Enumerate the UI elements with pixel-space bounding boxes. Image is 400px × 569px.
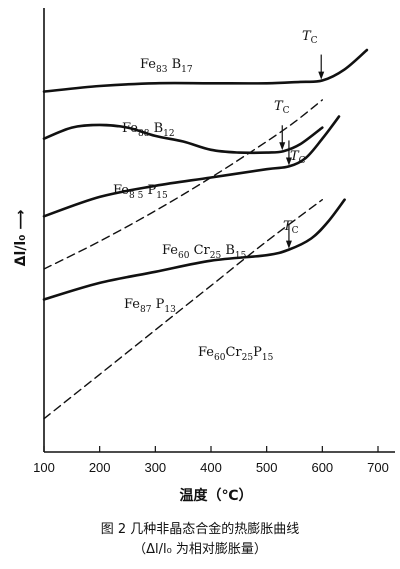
tc-markers	[279, 54, 325, 249]
x-axis-title: 温度（℃）	[180, 487, 253, 504]
tc-label-fe85p15: TC	[290, 149, 306, 166]
tc-label-fe83b17: TC	[302, 29, 318, 46]
figure-caption: 图 2 几种非晶态合金的热膨胀曲线	[100, 522, 300, 537]
series-label-fe60cr25b15: Fe60 Cr25 B15	[162, 243, 247, 261]
x-axis-ticks: 100 200 300 400 500 600 700	[33, 446, 389, 475]
x-tick-label: 700	[367, 460, 389, 475]
x-tick-label: 100	[33, 460, 55, 475]
figure-caption-note: （Δl/l₀ 为相对膨胀量）	[133, 542, 267, 557]
x-tick-label: 400	[200, 460, 222, 475]
x-tick-label: 200	[89, 460, 111, 475]
series-line-1	[42, 123, 324, 155]
series-line-0	[42, 48, 369, 93]
series-line-5	[43, 199, 323, 420]
series-line-3	[43, 99, 323, 270]
y-axis-title: Δl/l₀ ⟶	[13, 210, 29, 267]
plot-frame	[43, 8, 395, 453]
series-line-4	[42, 198, 346, 301]
tc-label-fe88b12: TC	[274, 99, 290, 116]
tc-label-fe87p13: TC	[283, 219, 299, 236]
series-label-fe83b17: Fe83 B17	[140, 57, 193, 75]
series-curves	[42, 48, 369, 420]
x-tick-label: 500	[256, 460, 278, 475]
series-label-fe85p15: Fe8 5 P15	[113, 183, 168, 201]
series-line-2	[42, 115, 341, 218]
tc-arrow-head	[318, 71, 325, 80]
series-label-fe87p13: Fe87 P13	[124, 297, 176, 315]
tc-arrow-head	[285, 240, 292, 249]
tc-arrow-head	[285, 157, 292, 166]
series-label-fe60cr25p15: Fe60Cr25P15	[198, 345, 274, 363]
tc-arrow-head	[279, 142, 286, 151]
x-tick-label: 600	[311, 460, 333, 475]
series-label-fe88b12: Fe88 B12	[122, 121, 175, 139]
x-tick-label: 300	[144, 460, 166, 475]
